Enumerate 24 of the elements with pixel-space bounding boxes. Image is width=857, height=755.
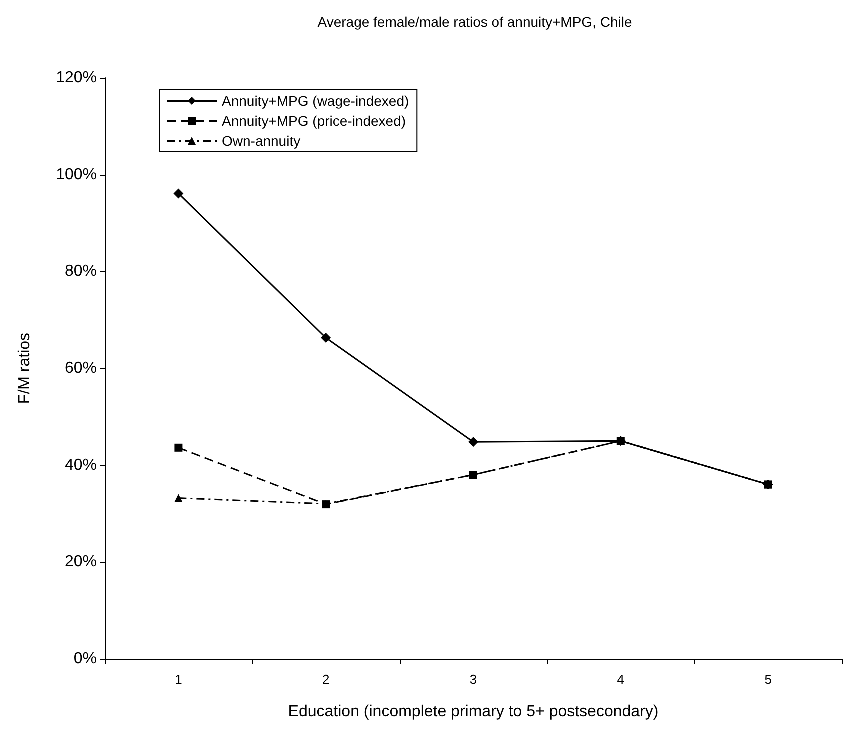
- y-axis-title: F/M ratios: [16, 332, 34, 404]
- x-tick-label: 3: [470, 672, 478, 687]
- x-tick-label: 4: [617, 672, 625, 687]
- x-tick-label: 1: [175, 672, 182, 687]
- x-tick-label: 2: [322, 672, 330, 687]
- y-tick-label: 120%: [56, 70, 97, 86]
- point: [470, 471, 478, 480]
- point: [174, 188, 184, 199]
- point: [174, 494, 183, 502]
- legend-label: Own-annuity: [222, 133, 301, 149]
- point: [174, 444, 183, 452]
- legend-label: Annuity+MPG (wage-indexed): [222, 93, 410, 109]
- y-tick-label: 100%: [56, 166, 97, 184]
- y-tick-label: 20%: [64, 554, 97, 571]
- x-axis-title: Education (incomplete primary to 5+ postsecondary): [288, 704, 659, 720]
- point: [468, 437, 478, 448]
- point: [321, 332, 332, 343]
- legend-label: Annuity+MPG (price-indexed): [222, 113, 406, 129]
- y-tick-label: 0%: [74, 650, 97, 668]
- chart-title: Average female/male ratios of annuity+MPG, Chile: [318, 14, 632, 30]
- x-tick-label: 5: [764, 672, 772, 687]
- y-tick-label: 80%: [64, 263, 97, 280]
- y-tick-label: 40%: [64, 456, 97, 474]
- y-tick-label: 60%: [64, 360, 97, 377]
